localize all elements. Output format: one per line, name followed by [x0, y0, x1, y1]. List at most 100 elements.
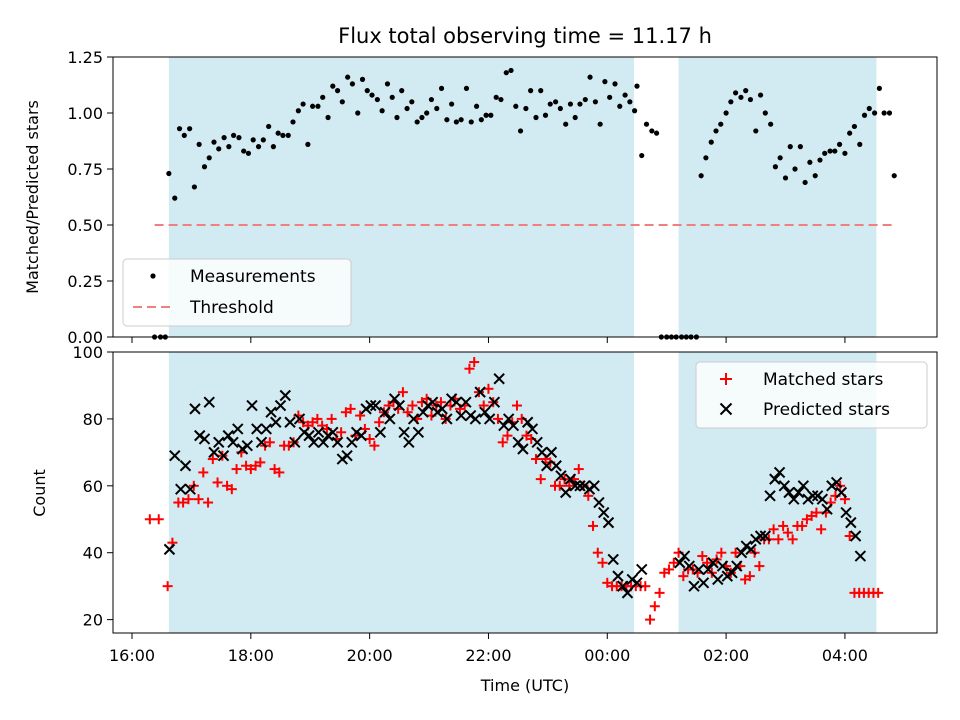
y-tick-label: 1.25 [67, 48, 103, 67]
measurement-point [708, 139, 714, 145]
predicted-marker-b [246, 399, 258, 412]
predicted-marker-b [588, 480, 600, 492]
x-tick-label: 22:00 [465, 646, 511, 665]
predicted-marker-b [203, 396, 215, 408]
predicted-star-point [598, 506, 610, 519]
predicted-marker-b [688, 580, 700, 592]
predicted-star-point [483, 413, 496, 425]
legend-matched-marker [720, 373, 732, 385]
measurement-point [728, 99, 734, 105]
measurement-point [572, 114, 578, 121]
predicted-star-point [559, 486, 572, 499]
measurement-point [176, 126, 183, 132]
measurement-point [216, 146, 222, 152]
matched-star-point [364, 433, 375, 444]
predicted-marker-b [163, 543, 176, 556]
measurement-point [587, 74, 593, 80]
matched-star-point [369, 440, 380, 451]
measurement-point [723, 110, 729, 116]
measurement-point [399, 88, 405, 94]
measurement-point [653, 130, 660, 136]
predicted-star-point [374, 426, 387, 438]
measurement-point [891, 173, 897, 179]
y-tick-label: 80 [83, 410, 103, 429]
matched-star-point [873, 587, 884, 598]
predicted-star-point [317, 436, 330, 449]
predicted-marker-b [274, 399, 287, 412]
predicted-star-point [493, 373, 505, 385]
predicted-marker-b [507, 419, 520, 432]
predicted-star-point [450, 396, 463, 408]
predicted-marker-b [712, 573, 724, 586]
y-tick-label: 0.50 [67, 216, 103, 235]
predicted-marker-b [754, 530, 767, 542]
x-axis-label: Time (UTC) [480, 676, 569, 695]
predicted-marker-b [488, 396, 501, 408]
predicted-star-point [807, 490, 819, 502]
predicted-marker-b [284, 416, 296, 428]
predicted-star-point [469, 413, 482, 425]
predicted-star-point [407, 413, 420, 425]
predicted-star-point [593, 496, 605, 509]
predicted-marker-b [393, 399, 406, 412]
measurement-point [612, 81, 618, 87]
matched-star-point [198, 467, 209, 478]
count-y-axis-label: Count [30, 469, 49, 517]
measurement-point [857, 141, 863, 147]
measurement-point [364, 88, 370, 94]
measurement-point [434, 105, 440, 112]
predicted-star-point [674, 557, 686, 569]
predicted-star-point [479, 406, 491, 418]
predicted-star-point [536, 446, 548, 459]
measurement-point [733, 90, 739, 96]
predicted-marker-b [279, 389, 291, 402]
measurement-point [703, 155, 709, 161]
predicted-star-point [279, 389, 291, 402]
measurement-point [166, 170, 172, 177]
predicted-star-point [773, 466, 786, 479]
predicted-marker-b [674, 557, 686, 569]
predicted-star-point [169, 449, 181, 462]
measurement-point [305, 141, 311, 147]
measurement-point [241, 148, 247, 154]
measurement-point [270, 144, 277, 150]
matched-star-point [203, 497, 214, 508]
measurement-point [369, 92, 375, 98]
measurement-point [523, 105, 529, 112]
predicted-marker-b [255, 436, 268, 449]
measurement-point [503, 70, 509, 76]
predicted-star-point [198, 433, 211, 445]
measurement-point [713, 128, 719, 134]
predicted-marker-b [531, 436, 543, 449]
predicted-star-point [398, 426, 410, 438]
matched-star-point [264, 437, 275, 448]
predicted-star-point [602, 516, 615, 529]
matched-star-point [144, 514, 155, 525]
predicted-star-point [163, 543, 176, 556]
predicted-marker-b [683, 560, 695, 572]
predicted-star-point [797, 480, 810, 492]
measurement-point [851, 123, 858, 130]
matched-star-point [162, 581, 173, 592]
measurement-point [374, 96, 380, 103]
matched-star-point [478, 400, 489, 411]
measurement-point [792, 166, 798, 172]
predicted-marker-b [574, 480, 586, 492]
measurement-point [777, 155, 783, 161]
measurement-point [191, 184, 197, 190]
measurement-point [542, 112, 549, 118]
y-tick-label: 0.25 [67, 272, 103, 291]
count-panel: 20 40 60 80 100 16:00 18:00 20:00 22:00 00:00 02:… [30, 343, 938, 665]
predicted-star-point [712, 573, 724, 586]
count-axes-frame [112, 351, 938, 634]
predicted-marker-b [270, 416, 282, 428]
measurement-point [438, 85, 445, 91]
measurement-point [757, 92, 764, 98]
measurement-point [782, 175, 789, 181]
predicted-star-point [607, 553, 619, 566]
predicted-star-point [792, 486, 805, 499]
predicted-marker-b [374, 426, 387, 438]
predicted-marker-b [593, 496, 605, 509]
predicted-star-point [555, 470, 567, 482]
predicted-star-point [683, 560, 695, 572]
